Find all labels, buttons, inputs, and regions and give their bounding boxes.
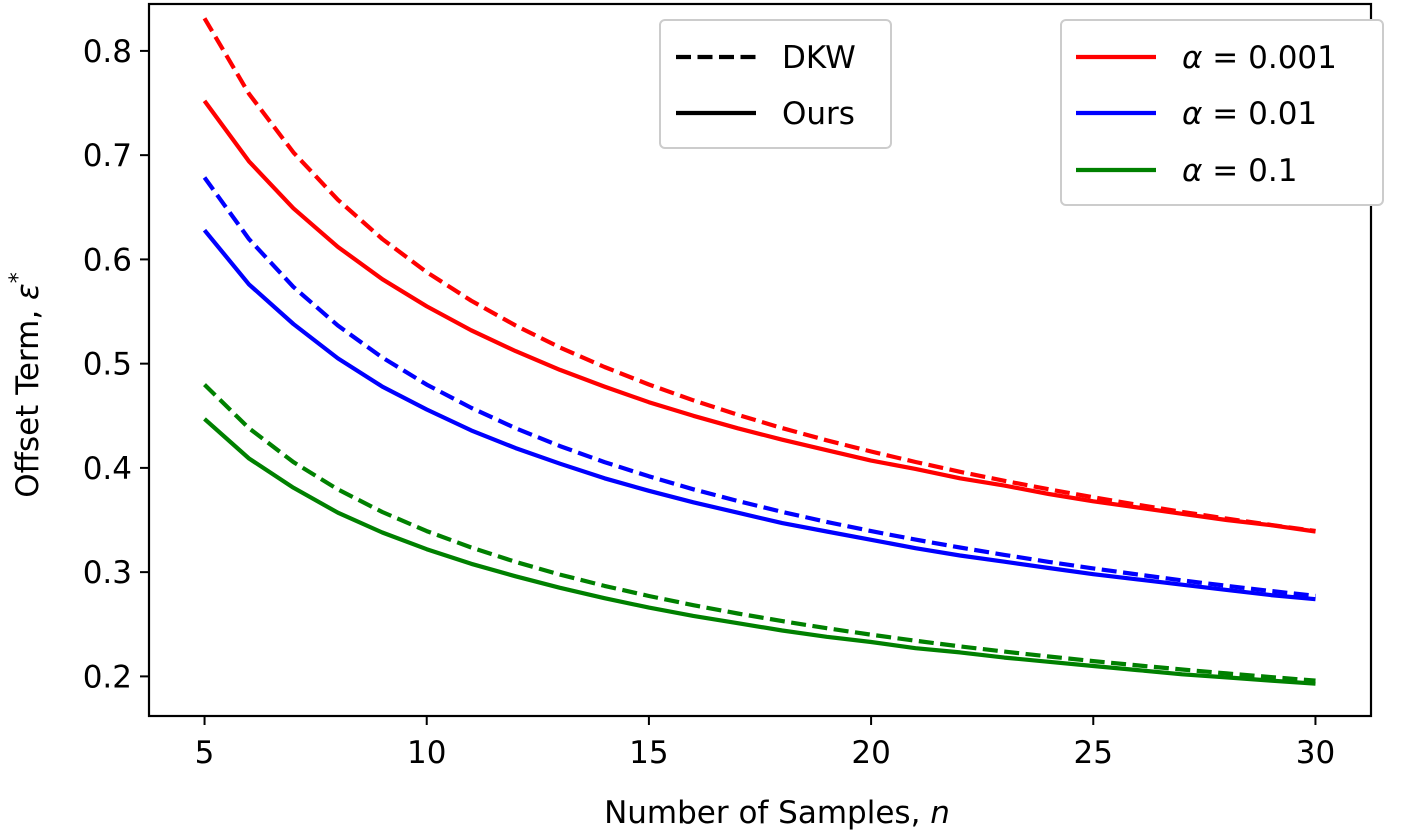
x-tick-label: 5	[195, 735, 215, 771]
x-tick-label: 20	[851, 735, 890, 771]
legend-method-frame	[659, 19, 892, 149]
legend-label-ours: Ours	[782, 96, 855, 132]
y-axis: 0.2 0.3 0.4 0.5 0.6 0.7 0.8	[83, 34, 149, 695]
y-tick-label: 0.5	[83, 347, 132, 383]
y-tick-label: 0.3	[83, 555, 132, 591]
series-line-dkw-alpha-01	[203, 383, 1316, 683]
y-tick-label: 0.2	[83, 659, 132, 695]
y-axis-label: Offset Term, ε*	[6, 272, 46, 498]
x-tick-label: 25	[1074, 735, 1113, 771]
series-line-ours-alpha-01	[203, 417, 1316, 686]
series-layer	[202, 17, 1316, 686]
x-tick-label: 15	[629, 735, 668, 771]
legend-alpha: α = 0.001 α = 0.01 α = 0.1	[1060, 19, 1384, 206]
legend-method: DKW Ours	[659, 19, 892, 149]
legend-label-dkw: DKW	[782, 40, 856, 76]
y-tick-label: 0.7	[83, 138, 132, 174]
legend-label-alpha-0001: α = 0.001	[1182, 40, 1337, 76]
series-line-dkw-alpha-0001	[202, 17, 1316, 534]
series-line-ours-alpha-0001	[202, 99, 1316, 534]
y-tick-label: 0.4	[83, 451, 132, 487]
x-tick-label: 10	[407, 735, 446, 771]
x-tick-label: 30	[1296, 735, 1335, 771]
series-line-dkw-alpha-001	[202, 176, 1316, 598]
legend-label-alpha-001: α = 0.01	[1182, 96, 1317, 132]
series-line-ours-alpha-001	[202, 228, 1316, 602]
x-axis: 5 10 15 20 25 30	[195, 716, 1335, 771]
y-tick-label: 0.6	[83, 242, 132, 278]
y-tick-label: 0.8	[83, 34, 132, 70]
plot-frame	[147, 2, 1373, 718]
legend-label-alpha-01: α = 0.1	[1182, 153, 1297, 189]
legend-alpha-frame	[1060, 19, 1384, 206]
x-axis-label: Number of Samples, n	[604, 795, 950, 831]
